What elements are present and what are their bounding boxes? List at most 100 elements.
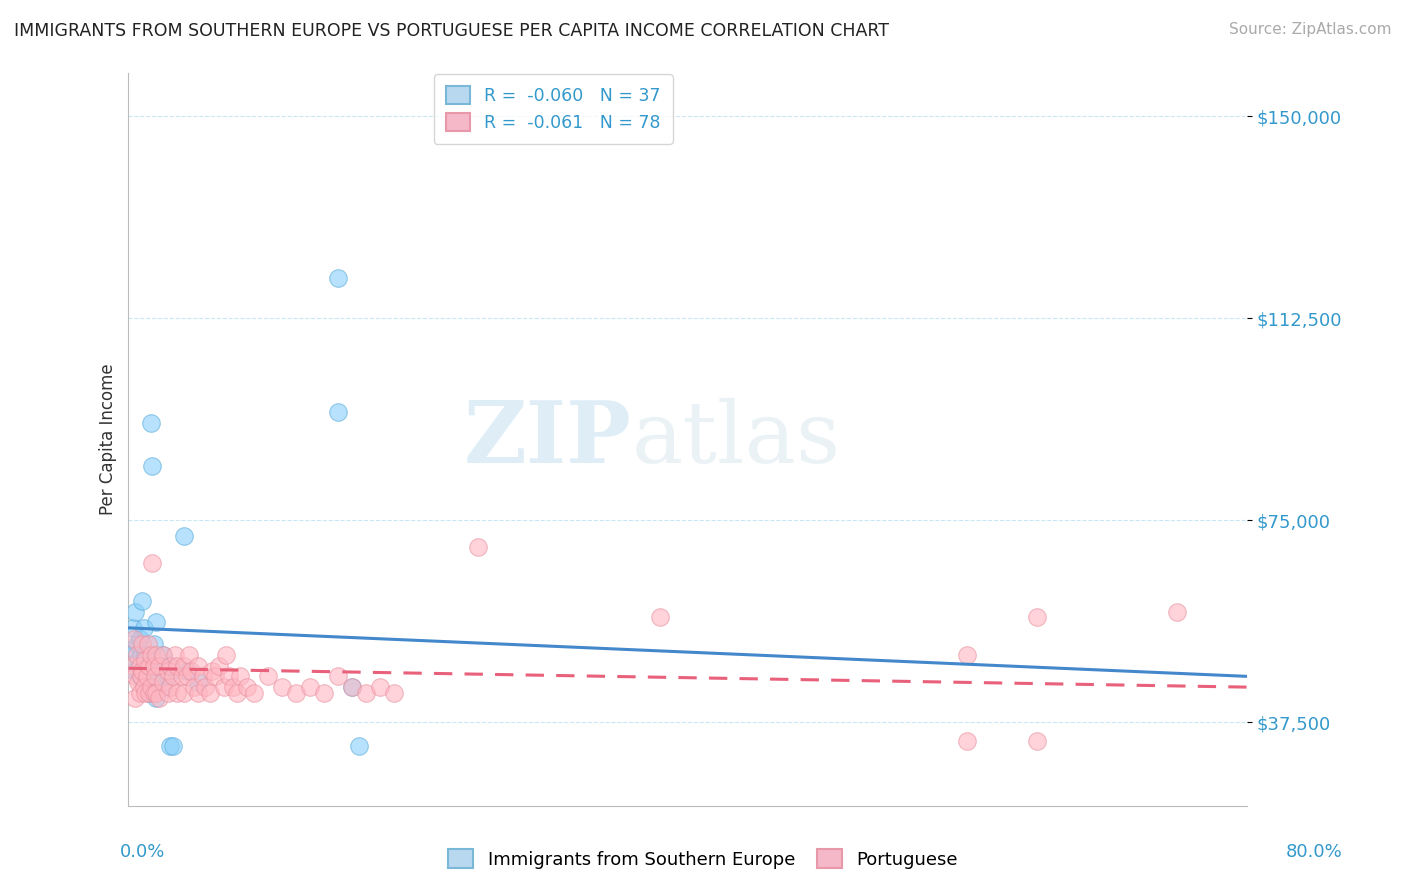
Point [215,648,238,662]
Point [139,416,162,430]
Point [467,540,489,554]
Point [198,685,221,699]
Point [183,680,205,694]
Point [1166,605,1188,619]
Point [212,680,235,694]
Point [138,685,160,699]
Point [125,648,148,662]
Point [201,664,224,678]
Point [132,621,155,635]
Point [124,669,146,683]
Point [159,680,181,694]
Point [208,658,231,673]
Point [170,669,193,683]
Point [156,669,179,683]
Point [368,680,391,694]
Point [124,664,146,678]
Point [128,685,150,699]
Point [124,605,146,619]
Point [131,664,153,678]
Point [162,669,184,683]
Point [326,405,349,419]
Point [134,648,156,662]
Point [136,637,159,651]
Point [131,664,153,678]
Point [159,739,181,754]
Text: 80.0%: 80.0% [1286,843,1343,861]
Point [145,685,167,699]
Point [135,669,157,683]
Point [347,739,370,754]
Point [177,648,200,662]
Point [139,648,162,662]
Point [187,685,209,699]
Point [141,556,163,570]
Point [131,637,153,651]
Point [148,658,170,673]
Point [136,680,159,694]
Point [142,637,165,651]
Point [132,680,155,694]
Point [148,658,170,673]
Point [166,685,188,699]
Point [340,680,363,694]
Text: ZIP: ZIP [464,397,631,482]
Point [129,669,152,683]
Point [229,669,252,683]
Point [143,669,166,683]
Point [163,648,186,662]
Point [152,648,174,662]
Point [141,459,163,474]
Point [139,680,162,694]
Point [142,658,165,673]
Point [152,680,174,694]
Point [159,658,181,673]
Point [382,685,405,699]
Point [127,674,149,689]
Point [125,637,148,651]
Text: IMMIGRANTS FROM SOUTHERN EUROPE VS PORTUGUESE PER CAPITA INCOME CORRELATION CHAR: IMMIGRANTS FROM SOUTHERN EUROPE VS PORTU… [14,22,889,40]
Point [128,669,150,683]
Point [956,648,979,662]
Point [166,658,188,673]
Point [326,669,349,683]
Point [176,664,198,678]
Text: atlas: atlas [631,398,841,481]
Point [159,658,181,673]
Point [122,632,145,646]
Point [243,685,266,699]
Point [148,690,170,705]
Point [222,680,245,694]
Point [176,669,198,683]
Point [236,680,259,694]
Point [173,529,195,543]
Point [340,680,363,694]
Point [134,653,156,667]
Point [145,690,167,705]
Point [187,658,209,673]
Point [138,658,160,673]
Point [326,270,349,285]
Point [257,669,280,683]
Point [299,680,322,694]
Point [187,674,209,689]
Point [128,658,150,673]
Point [180,664,202,678]
Point [138,685,160,699]
Text: Source: ZipAtlas.com: Source: ZipAtlas.com [1229,22,1392,37]
Point [956,734,979,748]
Point [127,653,149,667]
Point [156,664,179,678]
Point [142,674,165,689]
Text: 0.0%: 0.0% [120,843,165,861]
Point [314,685,336,699]
Point [1025,734,1047,748]
Point [1025,610,1047,624]
Point [191,669,214,683]
Legend: Immigrants from Southern Europe, Portuguese: Immigrants from Southern Europe, Portugu… [441,842,965,876]
Point [138,658,160,673]
Point [145,615,167,630]
Point [135,669,157,683]
Point [173,685,195,699]
Point [173,658,195,673]
